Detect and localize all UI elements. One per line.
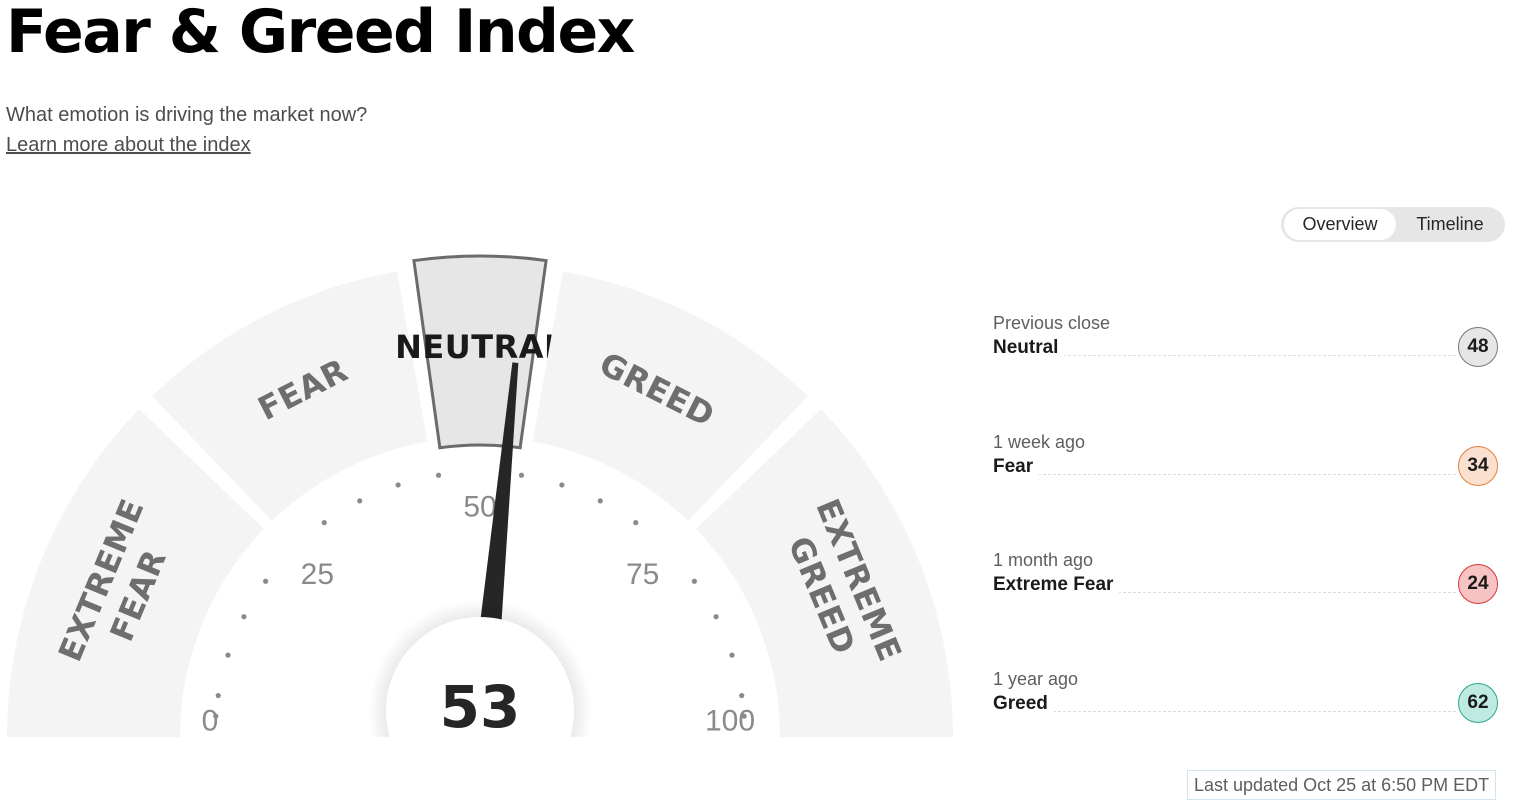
- gauge-dot: [729, 652, 735, 658]
- history-value-badge: 62: [1458, 683, 1498, 723]
- view-toggle: Overview Timeline: [1281, 207, 1505, 242]
- history-row: Previous close Neutral 48: [993, 313, 1500, 383]
- history-period: 1 week ago: [993, 432, 1086, 452]
- gauge-dot: [321, 520, 327, 526]
- gauge-tick-label: 75: [626, 558, 659, 591]
- gauge-segment-greed: [532, 271, 808, 521]
- gauge-dot: [518, 472, 525, 478]
- gauge-dot: [225, 652, 231, 658]
- history-rating: Greed: [993, 693, 1054, 715]
- gauge-dot: [741, 713, 747, 719]
- tab-timeline[interactable]: Timeline: [1416, 214, 1484, 234]
- gauge-dot: [597, 498, 603, 504]
- gauge-segment-extreme-fear: [7, 409, 264, 737]
- page-subtitle: What emotion is driving the market now?: [6, 104, 368, 126]
- gauge-dot: [633, 520, 639, 526]
- gauge-dot: [357, 498, 363, 504]
- history-rating: Neutral: [993, 337, 1065, 359]
- gauge-tick-label: 50: [463, 491, 496, 524]
- history-leader-line: [993, 592, 1456, 593]
- history-row: 1 month ago Extreme Fear 24: [993, 550, 1500, 620]
- history-rating: Fear: [993, 456, 1040, 478]
- history-leader-line: [993, 474, 1456, 475]
- gauge-dot: [395, 482, 401, 488]
- gauge-dot: [263, 578, 269, 584]
- history-value-badge: 24: [1458, 564, 1498, 604]
- gauge-score: 53: [440, 673, 521, 741]
- history-leader-line: [993, 355, 1456, 356]
- gauge-label-neutral: NEUTRAL: [395, 328, 565, 366]
- gauge-segment-extreme-greed: [696, 409, 953, 737]
- gauge-dot: [559, 482, 565, 488]
- gauge-dot: [215, 692, 221, 699]
- gauge-tick-label: 0: [202, 705, 219, 738]
- history-value-badge: 34: [1458, 446, 1498, 486]
- history-rating: Extreme Fear: [993, 574, 1120, 596]
- gauge-tick-label: 100: [705, 705, 755, 738]
- gauge-hub: [386, 617, 574, 737]
- gauge-dot: [691, 578, 697, 584]
- gauge-dot: [213, 713, 219, 719]
- history-value-badge: 48: [1458, 327, 1498, 367]
- tab-overview[interactable]: Overview: [1284, 209, 1396, 240]
- page-title: Fear & Greed Index: [6, 0, 635, 67]
- history-period: Previous close: [993, 313, 1111, 333]
- gauge-dot: [241, 614, 247, 620]
- history-leader-line: [993, 711, 1456, 712]
- history-period: 1 month ago: [993, 550, 1094, 570]
- gauge-segment-fear: [152, 271, 428, 521]
- gauge-needle: [478, 362, 519, 637]
- gauge-dot: [713, 614, 719, 620]
- learn-more-link[interactable]: Learn more about the index: [6, 134, 251, 156]
- history-period: 1 year ago: [993, 669, 1079, 689]
- gauge-dot: [435, 472, 442, 478]
- gauge-tick-label: 25: [301, 558, 334, 591]
- gauge-dot: [739, 692, 745, 699]
- last-updated: Last updated Oct 25 at 6:50 PM EDT: [1187, 770, 1497, 800]
- history-row: 1 week ago Fear 34: [993, 432, 1500, 502]
- history-row: 1 year ago Greed 62: [993, 669, 1500, 739]
